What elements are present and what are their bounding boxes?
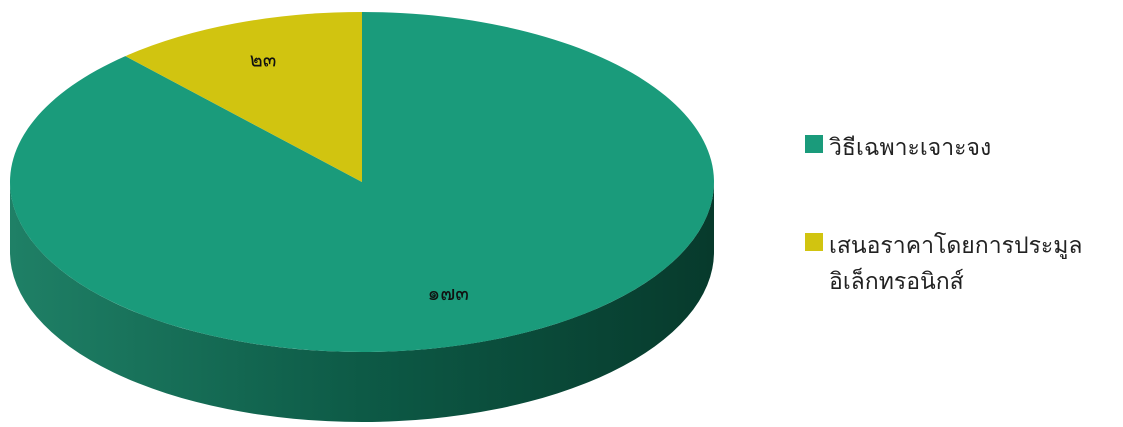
legend-label-2-line-2: อิเล็กทรอนิกส์ (829, 266, 964, 295)
data-labels: ๑๗๓ ๒๓ (250, 47, 469, 305)
data-label-1: ๑๗๓ (428, 281, 469, 305)
legend-label-1: วิธีเฉพาะเจาะจง (829, 135, 991, 161)
legend-swatch-2 (805, 233, 823, 251)
pie-top (9, 12, 715, 352)
data-label-2: ๒๓ (250, 47, 277, 71)
pie-slice-1 (9, 12, 715, 352)
pie-side (10, 182, 714, 422)
pie-slice-2 (125, 12, 362, 182)
legend-label-2-line-1: เสนอราคาโดยการประมูล (829, 232, 1083, 259)
pie-side-band (10, 182, 714, 422)
legend: วิธีเฉพาะเจาะจงเสนอราคาโดยการประมูลอิเล็… (805, 135, 1083, 295)
legend-swatch-1 (805, 135, 823, 153)
